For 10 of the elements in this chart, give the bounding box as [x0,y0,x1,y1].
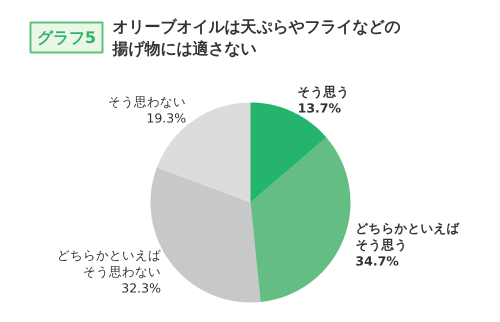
data-label: 34.7% [355,253,400,268]
data-label: 19.3% [146,110,186,126]
slice-label: どちらかといえばそう思わない [56,247,162,279]
text: グラフ5 [36,28,96,47]
slice-label: どちらかといえばそう思う [355,220,460,252]
data-label: 32.3% [121,280,162,296]
slice-label: そう思わない [108,94,186,109]
data-label: 13.7% [298,100,342,116]
slice-label: そう思う [298,84,350,100]
chart-title: オリーブオイルは天ぷらやフライなどの揚げ物には適さない [112,17,400,58]
